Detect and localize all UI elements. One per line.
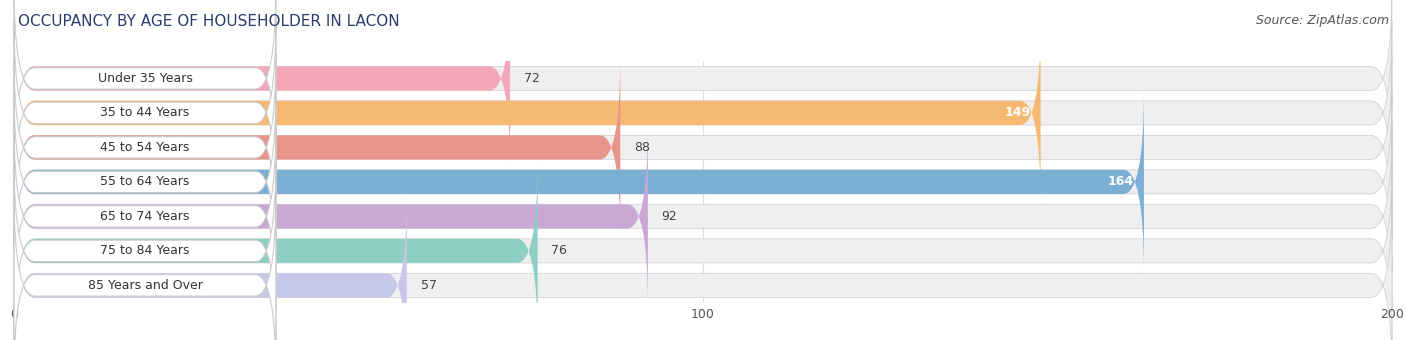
Text: Under 35 Years: Under 35 Years [97,72,193,85]
Text: 55 to 64 Years: 55 to 64 Years [100,175,190,188]
Text: 92: 92 [662,210,678,223]
FancyBboxPatch shape [14,90,1392,273]
FancyBboxPatch shape [14,0,1392,170]
Text: OCCUPANCY BY AGE OF HOUSEHOLDER IN LACON: OCCUPANCY BY AGE OF HOUSEHOLDER IN LACON [18,14,399,29]
FancyBboxPatch shape [14,194,1392,340]
Text: 45 to 54 Years: 45 to 54 Years [100,141,190,154]
FancyBboxPatch shape [14,21,1392,204]
FancyBboxPatch shape [14,194,406,340]
Text: 75 to 84 Years: 75 to 84 Years [100,244,190,257]
Text: 72: 72 [524,72,540,85]
FancyBboxPatch shape [14,20,276,206]
Text: 85 Years and Over: 85 Years and Over [87,279,202,292]
Text: 65 to 74 Years: 65 to 74 Years [100,210,190,223]
FancyBboxPatch shape [14,159,537,340]
FancyBboxPatch shape [14,21,1040,204]
FancyBboxPatch shape [14,0,510,170]
Text: 164: 164 [1108,175,1133,188]
FancyBboxPatch shape [14,0,276,171]
Text: 35 to 44 Years: 35 to 44 Years [100,106,190,119]
Text: Source: ZipAtlas.com: Source: ZipAtlas.com [1256,14,1389,27]
FancyBboxPatch shape [14,125,648,308]
Text: 57: 57 [420,279,436,292]
FancyBboxPatch shape [14,55,276,240]
FancyBboxPatch shape [14,124,276,309]
FancyBboxPatch shape [14,158,276,340]
FancyBboxPatch shape [14,56,1392,239]
FancyBboxPatch shape [14,90,1144,273]
FancyBboxPatch shape [14,192,276,340]
Text: 149: 149 [1004,106,1031,119]
FancyBboxPatch shape [14,56,620,239]
FancyBboxPatch shape [14,159,1392,340]
FancyBboxPatch shape [14,125,1392,308]
FancyBboxPatch shape [14,89,276,275]
Text: 88: 88 [634,141,650,154]
Text: 76: 76 [551,244,567,257]
